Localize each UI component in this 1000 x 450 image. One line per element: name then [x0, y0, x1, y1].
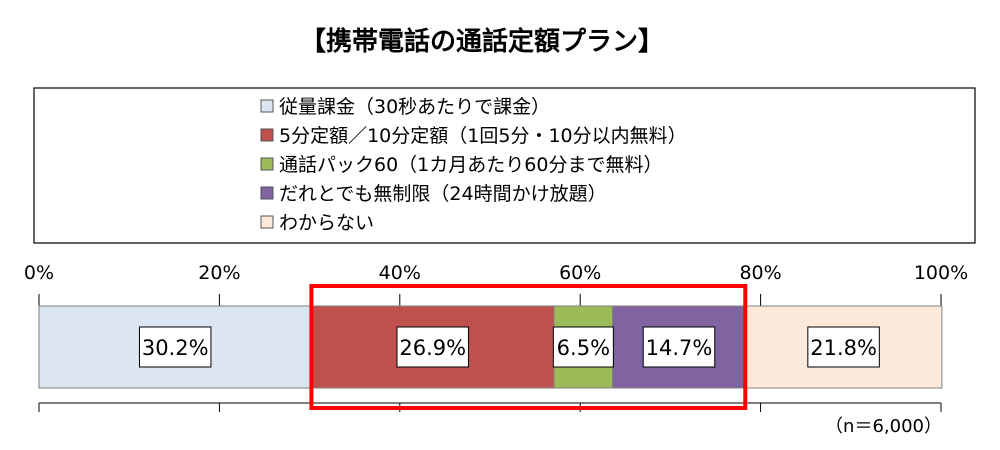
highlight — [309, 284, 748, 410]
value-label: 21.8% — [810, 336, 877, 360]
legend-swatch — [260, 215, 274, 229]
legend-label: 従量課金（30秒あたりで課金） — [279, 96, 550, 118]
legend-label: わからない — [279, 212, 374, 234]
x-tick-label: 20% — [198, 262, 240, 284]
legend-label: 通話パック60（1カ月あたり60分まで無料） — [279, 154, 662, 176]
x-axis — [38, 294, 942, 412]
legend-swatch — [260, 99, 274, 113]
value-label-box — [396, 326, 469, 368]
legend: 従量課金（30秒あたりで課金） 5分定額／10分定額（1回5分・10分以内無料） 通… — [260, 96, 687, 234]
value-label: 30.2% — [142, 336, 209, 360]
legend-label: だれとでも無制限（24時間かけ放題） — [279, 183, 607, 205]
legend-box — [33, 87, 976, 244]
legend-label: 5分定額／10分定額（1回5分・10分以内無料） — [279, 125, 687, 147]
value-label: 6.5% — [557, 336, 610, 360]
x-tick-label: 40% — [379, 262, 421, 284]
x-tick-label: 0% — [24, 262, 54, 284]
legend-swatch — [260, 128, 274, 142]
x-tick-labels: 0% 20% 40% 60% 80% 100% — [24, 262, 968, 284]
x-tick-label: 60% — [559, 262, 601, 284]
x-tick-label: 100% — [914, 262, 968, 284]
value-label-box — [642, 326, 716, 368]
highlight-frame — [309, 284, 748, 410]
value-labels: 30.2% 26.9% 6.5% 14.7% 21.8% — [138, 326, 880, 368]
sample-size-note: （n＝6,000） — [825, 416, 942, 437]
bar-segments — [38, 305, 943, 389]
value-label-box — [138, 326, 212, 368]
value-label: 26.9% — [399, 336, 466, 360]
chart-title: 【携帯電話の通話定額プラン】 — [300, 26, 664, 57]
legend-swatch — [260, 186, 274, 200]
legend-swatch — [260, 157, 274, 171]
x-tick-label: 80% — [739, 262, 781, 284]
value-label-box — [807, 326, 880, 368]
value-label: 14.7% — [646, 336, 713, 360]
value-label-box — [552, 326, 614, 368]
